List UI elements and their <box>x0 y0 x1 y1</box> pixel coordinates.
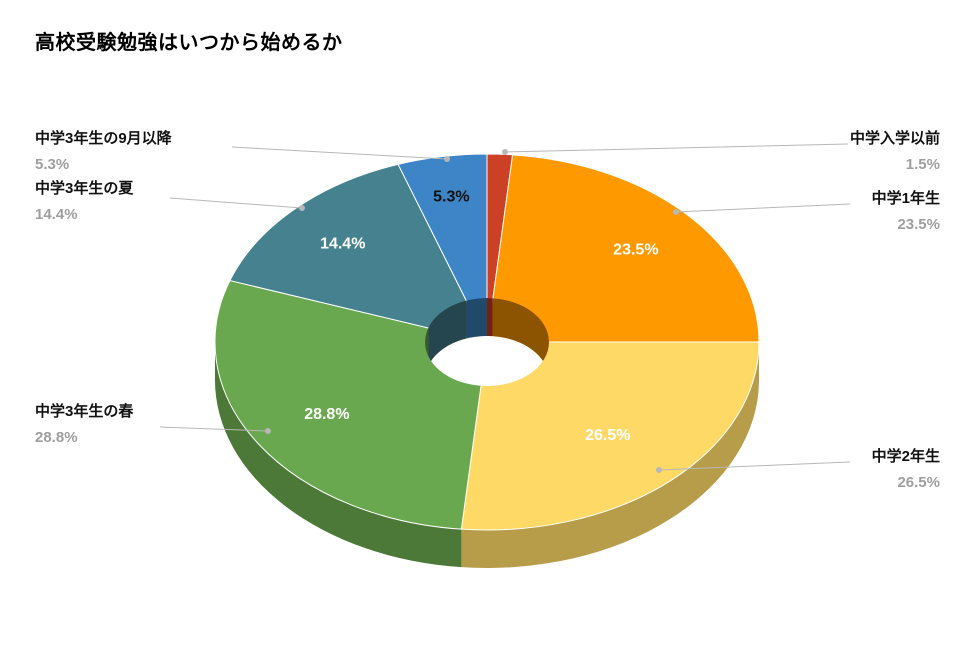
slice-inner-percent: 5.3% <box>433 189 469 206</box>
leader-dot <box>502 149 508 155</box>
slice-percent: 28.8% <box>35 429 78 446</box>
slice-percent: 14.4% <box>35 206 78 223</box>
slice-inner-percent: 26.5% <box>585 427 630 444</box>
leader-dot <box>265 428 271 434</box>
slice-percent: 1.5% <box>905 156 940 173</box>
leader-dot <box>673 209 679 215</box>
slice-name: 中学3年生の9月以降 <box>35 130 172 147</box>
callout-label-summer-3rd-year: 中学3年生の夏 14.4% <box>35 176 133 228</box>
leader-dot <box>656 467 662 473</box>
slice-inner-percent: 14.4% <box>320 235 365 252</box>
slice-name: 中学入学以前 <box>849 130 940 147</box>
callout-label-spring-3rd-year: 中学3年生の春 28.8% <box>35 399 133 451</box>
slice-name: 中学3年生の春 <box>35 403 134 420</box>
chart-title: 高校受験勉強はいつから始めるか <box>35 32 343 54</box>
callout-label-2nd-year: 中学2年生 26.5% <box>872 444 940 496</box>
callout-label-after-september: 中学3年生の9月以降 5.3% <box>35 126 172 178</box>
slice-inner-percent: 23.5% <box>613 241 658 258</box>
slice-name: 中学2年生 <box>871 448 940 465</box>
slice-percent: 23.5% <box>897 216 940 233</box>
leader-dot <box>299 205 305 211</box>
callout-label-1st-year: 中学1年生 23.5% <box>872 186 940 238</box>
slice-percent: 5.3% <box>35 156 70 173</box>
leader-dot <box>444 156 450 162</box>
slice-name: 中学1年生 <box>871 190 940 207</box>
slice-name: 中学3年生の夏 <box>35 180 134 197</box>
slice-percent: 26.5% <box>897 474 940 491</box>
callout-label-before-junior-high: 中学入学以前 1.5% <box>850 126 940 178</box>
slice-inner-percent: 28.8% <box>304 406 349 423</box>
